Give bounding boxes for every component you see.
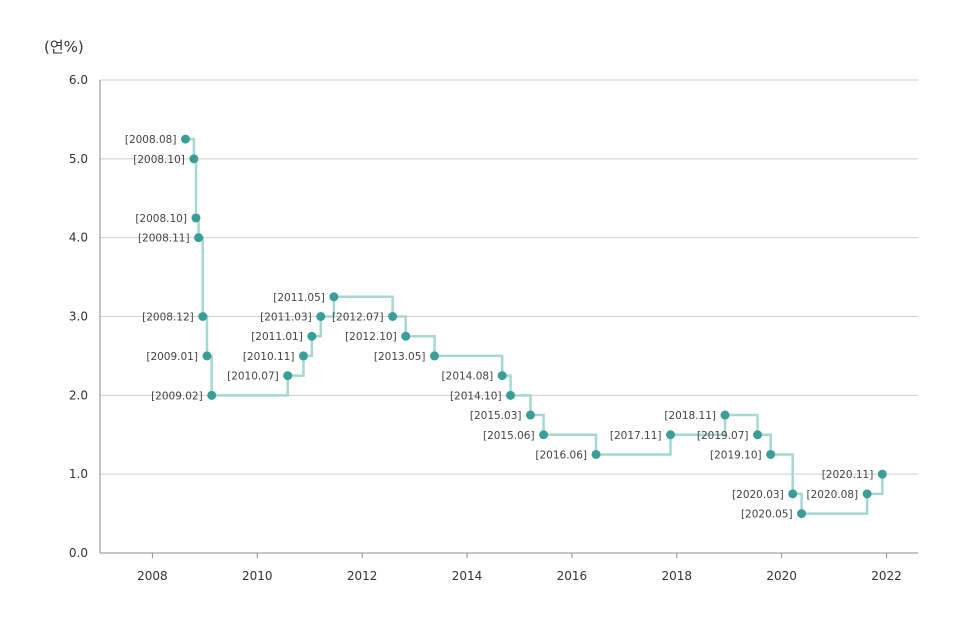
y-tick-label: 0.0 <box>69 546 88 560</box>
data-point-7 <box>283 371 293 381</box>
data-point-8 <box>298 351 308 361</box>
data-label-1: [2008.10] <box>133 154 185 166</box>
data-point-1 <box>189 154 199 164</box>
data-point-13 <box>401 331 411 341</box>
x-tick-label: 2020 <box>766 569 797 583</box>
data-label-26: [2020.08] <box>807 489 859 501</box>
data-point-14 <box>430 351 440 361</box>
x-tick-label: 2022 <box>871 569 902 583</box>
data-point-12 <box>388 312 398 321</box>
x-tick-label: 2016 <box>557 569 588 583</box>
data-point-0 <box>180 134 190 144</box>
data-point-21 <box>720 410 730 420</box>
data-label-24: [2020.03] <box>732 489 784 501</box>
data-point-18 <box>539 430 549 440</box>
data-label-9: [2011.01] <box>251 331 303 343</box>
data-label-18: [2015.06] <box>483 430 535 442</box>
data-label-4: [2008.12] <box>142 312 194 324</box>
data-label-2: [2008.10] <box>135 213 187 225</box>
data-point-23 <box>766 449 776 459</box>
data-point-5 <box>202 351 212 361</box>
data-point-15 <box>497 371 507 381</box>
x-tick-label: 2014 <box>452 569 483 583</box>
data-label-14: [2013.05] <box>374 351 426 363</box>
data-label-6: [2009.02] <box>151 390 203 402</box>
data-label-19: [2016.06] <box>535 449 587 461</box>
y-unit-label: (연%) <box>44 38 84 56</box>
axes: 0.0 1.0 2.0 3.0 4.0 5.0 6.0 2008 2010 2012 2014 201… <box>69 73 918 583</box>
data-label-10: [2011.03] <box>260 312 312 324</box>
data-point-3 <box>194 233 204 243</box>
data-point-24 <box>788 489 798 499</box>
y-tick-label: 4.0 <box>69 231 88 245</box>
y-tick-label: 3.0 <box>69 310 88 324</box>
data-label-21: [2018.11] <box>664 410 716 422</box>
y-tick-label: 2.0 <box>69 388 88 402</box>
data-point-26 <box>862 489 872 499</box>
data-label-17: [2015.03] <box>470 410 522 422</box>
data-point-17 <box>525 410 535 420</box>
data-point-20 <box>666 430 676 440</box>
data-label-5: [2009.01] <box>146 351 198 363</box>
data-label-22: [2019.07] <box>697 430 749 442</box>
data-label-27: [2020.11] <box>822 469 874 481</box>
point-labels: [2008.08] [2008.10] [2008.10] [2008.11] [200… <box>125 134 873 520</box>
y-tick-label: 1.0 <box>69 467 88 481</box>
data-point-9 <box>307 331 317 341</box>
data-label-8: [2010.11] <box>243 351 295 363</box>
data-label-23: [2019.10] <box>710 449 762 461</box>
data-point-11 <box>329 292 339 302</box>
data-label-11: [2011.05] <box>273 292 325 304</box>
data-point-2 <box>191 213 201 223</box>
data-point-27 <box>877 469 887 479</box>
data-point-10 <box>316 312 326 321</box>
x-tick-label: 2018 <box>662 569 693 583</box>
x-tick-label: 2010 <box>242 569 273 583</box>
data-label-16: [2014.10] <box>450 390 502 402</box>
data-point-19 <box>591 449 601 459</box>
data-label-13: [2012.10] <box>345 331 397 343</box>
series-step-line-0 <box>185 137 884 515</box>
x-tick-label: 2008 <box>137 569 168 583</box>
data-point-25 <box>797 509 807 519</box>
data-label-25: [2020.05] <box>741 509 793 521</box>
data-points <box>180 134 887 519</box>
data-label-12: [2012.07] <box>332 312 384 324</box>
x-tick-label: 2012 <box>347 569 378 583</box>
data-point-16 <box>506 390 516 400</box>
data-label-0: [2008.08] <box>125 134 177 146</box>
data-point-4 <box>198 312 208 321</box>
series-line <box>185 137 884 515</box>
y-tick-label: 6.0 <box>69 73 88 87</box>
data-point-22 <box>753 430 763 440</box>
data-label-7: [2010.07] <box>227 371 279 383</box>
y-tick-label: 5.0 <box>69 152 88 166</box>
data-label-3: [2008.11] <box>138 233 190 245</box>
data-label-20: [2017.11] <box>610 430 662 442</box>
data-point-6 <box>207 390 217 400</box>
data-label-15: [2014.08] <box>442 371 494 383</box>
